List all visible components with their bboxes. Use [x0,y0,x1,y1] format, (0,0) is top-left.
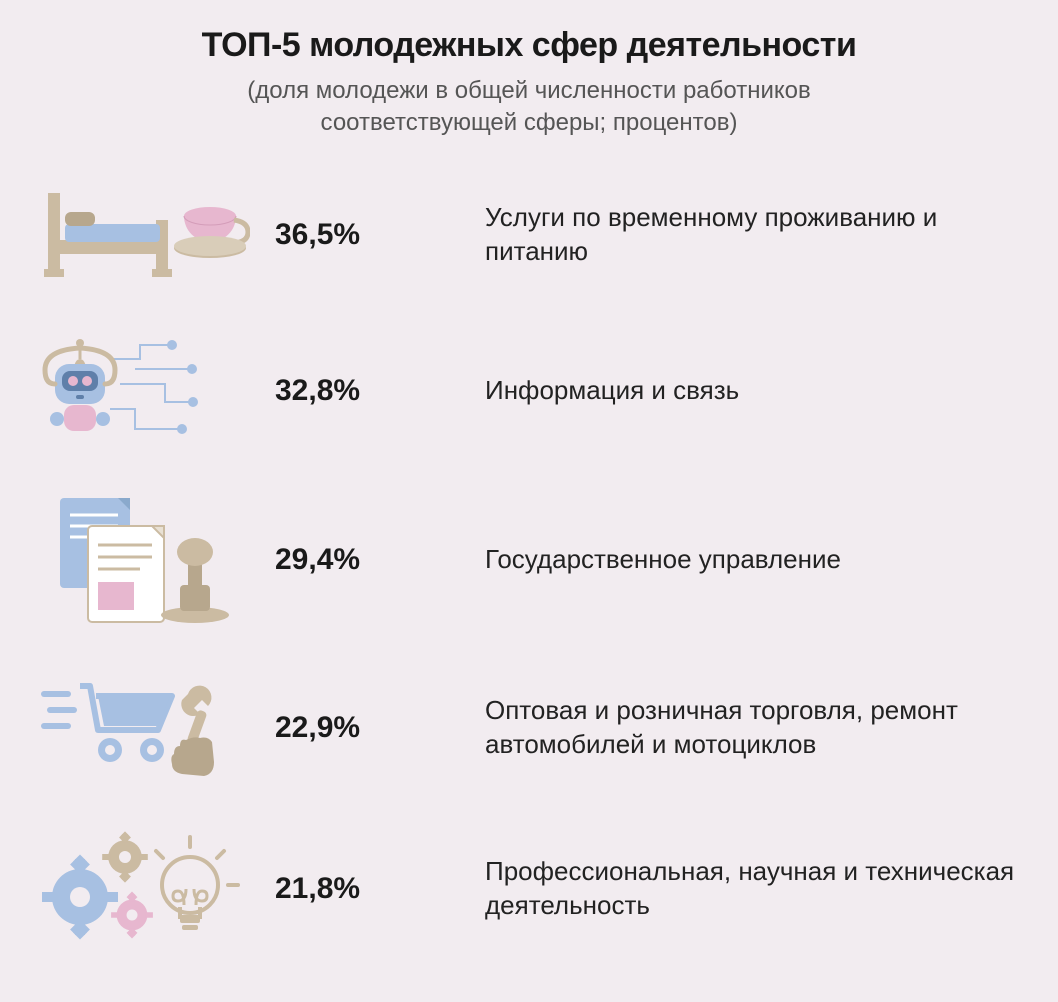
list-item: 32,8% Информация и связь [40,329,1018,454]
page-title: ТОП-5 молодежных сфер деятельности [40,26,1018,65]
row-label: Государственное управление [485,543,1018,577]
pct-value: 29,4% [275,543,485,577]
list-item: 22,9% Оптовая и розничная торговля, ремо… [40,666,1018,791]
robot-circuit-icon [40,329,275,454]
cart-wrench-icon [40,666,275,791]
pct-value: 32,8% [275,374,485,408]
docs-stamp-icon [40,490,275,630]
row-label: Оптовая и розничная торговля, ремонт авт… [485,694,1018,762]
page-subtitle: (доля молодежи в общей численности работ… [40,75,1018,140]
row-label: Профессиональная, научная и техническая … [485,855,1018,923]
list-item: 29,4% Государственное управление [40,490,1018,630]
list-item: 36,5% Услуги по временному проживанию и … [40,178,1018,293]
rows-container: 36,5% Услуги по временному проживанию и … [40,178,1018,952]
pct-value: 36,5% [275,218,485,252]
pct-value: 21,8% [275,872,485,906]
subtitle-line-1: (доля молодежи в общей численности работ… [247,77,810,104]
list-item: 21,8% Профессиональная, научная и технич… [40,827,1018,952]
row-label: Услуги по временному проживанию и питани… [485,201,1018,269]
pct-value: 22,9% [275,711,485,745]
row-label: Информация и связь [485,374,1018,408]
subtitle-line-2: соответствующей сферы; процентов) [321,109,738,136]
gears-bulb-icon [40,827,275,952]
bed-cup-icon [40,178,275,293]
